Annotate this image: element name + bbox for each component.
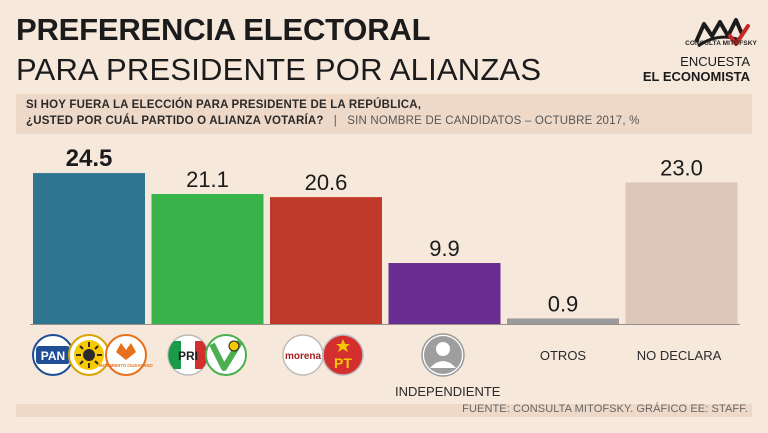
- pan-logo-icon: PAN: [32, 334, 74, 376]
- mc-logo-icon: MOVIMIENTO CIUDADANO: [99, 334, 154, 376]
- bar-value-label: 0.9: [548, 291, 579, 316]
- independiente-person-icon: [421, 333, 465, 377]
- bar-pan-prd-mc: [33, 173, 145, 324]
- bar-value-label: 20.6: [305, 170, 348, 195]
- pt-logo-icon: PT: [322, 334, 364, 376]
- independiente-label: INDEPENDIENTE: [395, 384, 501, 399]
- el-economista-label: EL ECONOMISTA: [642, 69, 750, 84]
- question-note: SIN NOMBRE DE CANDIDATOS – OCTUBRE 2017,…: [347, 115, 640, 127]
- pan-logo-text: PAN: [41, 349, 65, 363]
- party-logos-row: PAN MOVIMIENTO CIUDADANO PRI morena: [32, 333, 465, 377]
- bar-independiente: [388, 263, 501, 324]
- question-line1: SI HOY FUERA LA ELECCIÓN PARA PRESIDENTE…: [26, 99, 422, 111]
- bar-no declara: [625, 182, 738, 324]
- question-text: ¿USTED POR CUÁL PARTIDO O ALIANZA VOTARÍ…: [26, 115, 324, 127]
- prd-logo-icon: [68, 334, 110, 376]
- mc-logo-text: MOVIMIENTO CIUDADANO: [99, 363, 153, 368]
- no-declara-label: NO DECLARA: [636, 348, 722, 363]
- survey-credit: ENCUESTA EL ECONOMISTA: [643, 54, 750, 84]
- otros-label: OTROS: [539, 348, 587, 363]
- chart-title-line1: PREFERENCIA ELECTORAL: [16, 12, 431, 47]
- chart-title-line2: PARA PRESIDENTE POR ALIANZAS: [16, 52, 542, 87]
- logo-caption: CONSULTA MITOFSKY: [685, 40, 757, 47]
- footer-bar: [16, 404, 752, 417]
- bar-value-label: 23.0: [660, 155, 703, 180]
- pri-logo-icon: PRI: [167, 334, 209, 376]
- question-separator: |: [327, 115, 344, 127]
- bar-chart: 24.5 21.1 20.6 9.9 0.9 23.0: [30, 145, 740, 325]
- consulta-mitofsky-logo-icon: [694, 18, 750, 48]
- source-note: FUENTE: CONSULTA MITOFSKY. GRÁFICO EE: S…: [462, 403, 748, 415]
- bar-otros: [507, 318, 619, 324]
- bar-morena-pt: [270, 197, 382, 324]
- bar-value-label: 9.9: [429, 236, 460, 261]
- pt-logo-text: PT: [334, 355, 352, 371]
- encuesta-label: ENCUESTA: [680, 54, 750, 69]
- question-box: SI HOY FUERA LA ELECCIÓN PARA PRESIDENTE…: [16, 94, 752, 134]
- pvem-logo-icon: [205, 334, 247, 376]
- pri-logo-text: PRI: [178, 349, 198, 363]
- bar-value-label: 24.5: [66, 145, 113, 172]
- bar-value-label: 21.1: [186, 167, 229, 192]
- morena-logo-icon: morena: [282, 334, 324, 376]
- morena-logo-text: morena: [285, 351, 322, 362]
- bar-pri-pvem: [151, 194, 264, 324]
- question-line2: ¿USTED POR CUÁL PARTIDO O ALIANZA VOTARÍ…: [26, 115, 640, 127]
